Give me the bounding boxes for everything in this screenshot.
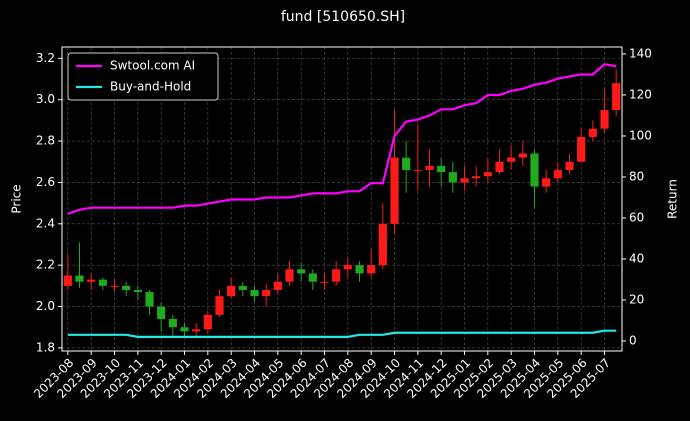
candle-body bbox=[378, 223, 387, 266]
y-tick-label: 2.0 bbox=[36, 299, 55, 313]
candle-body bbox=[273, 281, 282, 290]
y2-tick-label: 40 bbox=[629, 251, 644, 265]
y-tick-label: 2.2 bbox=[36, 258, 55, 272]
candle-body bbox=[145, 292, 154, 307]
candle-body bbox=[87, 279, 96, 282]
candle-body bbox=[460, 178, 469, 183]
candle-body bbox=[588, 128, 597, 137]
candle-body bbox=[180, 327, 189, 332]
legend-label: Buy-and-Hold bbox=[110, 80, 191, 94]
candle-body bbox=[192, 329, 201, 332]
candle-body bbox=[250, 289, 259, 297]
candle-body bbox=[542, 178, 551, 187]
candle-body bbox=[530, 153, 539, 187]
candle-body bbox=[413, 170, 422, 172]
legend-label: Swtool.com AI bbox=[110, 59, 195, 73]
y2-tick-label: 20 bbox=[629, 292, 644, 306]
candle-body bbox=[553, 170, 562, 179]
candle-body bbox=[600, 110, 609, 129]
candle-body bbox=[390, 157, 399, 224]
y2-axis-label: Return bbox=[666, 179, 680, 219]
candle-body bbox=[285, 269, 294, 282]
candle-body bbox=[203, 314, 212, 330]
candle-body bbox=[168, 318, 177, 328]
y-tick-label: 1.8 bbox=[36, 340, 55, 354]
candle-body bbox=[472, 176, 481, 179]
candle-body bbox=[75, 275, 84, 282]
y-axis-label: Price bbox=[10, 184, 24, 213]
candle-body bbox=[227, 285, 236, 297]
candle-body bbox=[122, 285, 131, 290]
candle-body bbox=[308, 273, 317, 282]
y2-tick-label: 0 bbox=[629, 333, 637, 347]
candle-body bbox=[437, 165, 446, 173]
candle-body bbox=[565, 161, 574, 171]
line-series bbox=[67, 329, 617, 338]
candle-body bbox=[402, 157, 411, 171]
candle-body bbox=[110, 285, 119, 287]
y2-tick-label: 120 bbox=[629, 87, 652, 101]
candle-body bbox=[425, 165, 434, 171]
y-tick-label: 2.6 bbox=[36, 175, 55, 189]
y-tick-label: 3.2 bbox=[36, 51, 55, 65]
y-tick-label: 2.8 bbox=[36, 134, 55, 148]
candle-body bbox=[332, 269, 341, 282]
candle-body bbox=[297, 269, 306, 274]
chart-title: fund [510650.SH] bbox=[281, 9, 405, 25]
candle-body bbox=[448, 172, 457, 183]
candle-body bbox=[63, 275, 72, 286]
candle-body bbox=[320, 281, 329, 283]
candle-body bbox=[133, 289, 142, 293]
candle-body bbox=[238, 285, 247, 290]
candle-body bbox=[495, 161, 504, 173]
candle-body bbox=[612, 83, 621, 111]
candle-body bbox=[518, 153, 527, 158]
candle-body bbox=[577, 136, 586, 162]
candle-body bbox=[483, 172, 492, 177]
candle-body bbox=[98, 279, 107, 286]
y2-tick-label: 100 bbox=[629, 128, 652, 142]
y-tick-label: 3.0 bbox=[36, 92, 55, 106]
candle-body bbox=[157, 306, 166, 319]
legend-box bbox=[67, 52, 219, 101]
line-series bbox=[67, 63, 617, 215]
candle-body bbox=[507, 157, 516, 162]
y2-tick-label: 60 bbox=[629, 210, 644, 224]
candle-body bbox=[262, 289, 271, 297]
y-tick-label: 2.4 bbox=[36, 216, 55, 230]
candle-body bbox=[343, 265, 352, 270]
candle-body bbox=[355, 265, 364, 274]
y2-tick-label: 80 bbox=[629, 169, 644, 183]
candle-body bbox=[367, 265, 376, 274]
axes-frame bbox=[61, 46, 623, 352]
candle-body bbox=[215, 296, 224, 315]
y2-tick-label: 140 bbox=[629, 46, 652, 60]
